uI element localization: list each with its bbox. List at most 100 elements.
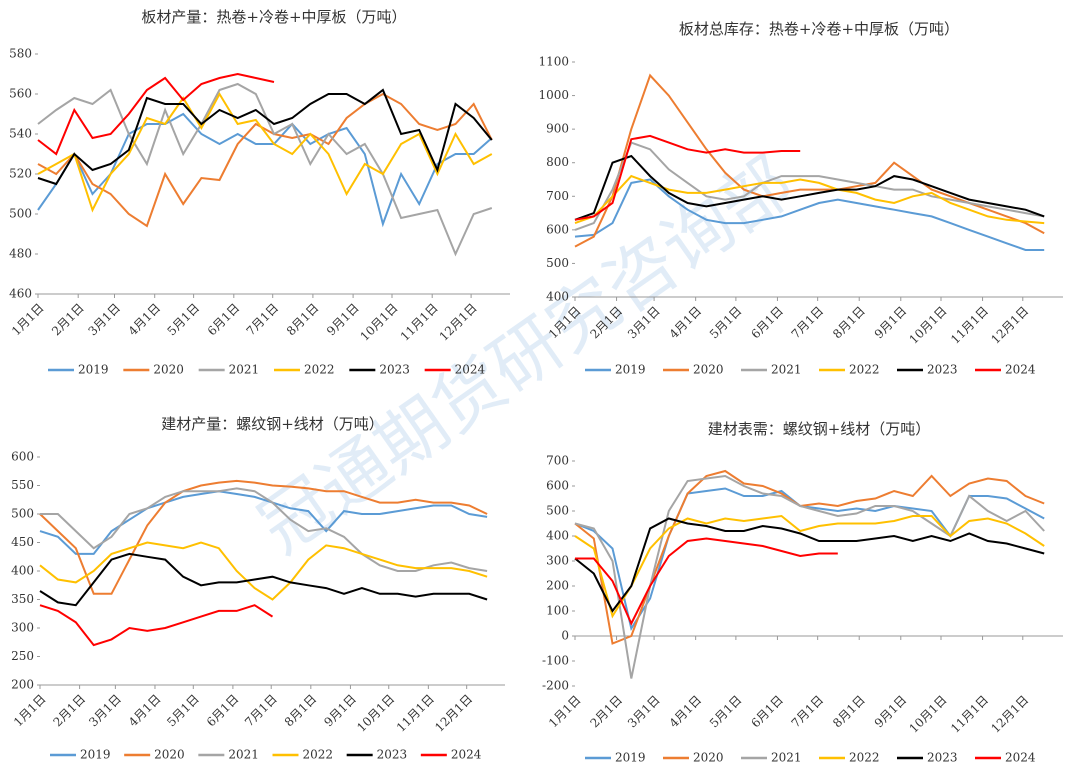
x-tick-label: 8月1日 [282,692,320,730]
series-line [39,552,488,607]
y-tick-label: 800 [546,155,569,169]
series-line [37,82,493,257]
x-tick-label: 10月1日 [354,692,397,735]
x-tick-label: 7月1日 [244,301,282,339]
series-line [575,537,838,626]
legend-label: 2020 [154,748,185,762]
series-line [39,541,488,601]
legend-label: 2024 [1005,363,1036,377]
series-line [574,178,1045,251]
x-tick-label: 9月1日 [324,301,362,339]
legend-label: 2023 [379,363,410,377]
x-tick-label: 4月1日 [667,304,705,342]
y-tick-label: 400 [546,290,569,304]
x-tick-label: 3月1日 [86,692,124,730]
legend-label: 2022 [849,363,880,377]
x-tick-label: 10月1日 [907,304,950,347]
watermark: 冠通期货研究咨询部 [245,141,808,570]
x-tick-label: 5月1日 [165,301,203,339]
x-tick-label: 10月1日 [358,301,401,344]
series-line [37,72,275,156]
y-tick-label: 300 [11,621,34,635]
y-tick-label: 100 [546,604,569,618]
x-tick-label: 3月1日 [625,693,663,731]
x-tick-label: 6月1日 [748,304,786,342]
y-tick-label: 600 [11,450,34,464]
legend-label: 2022 [849,751,880,765]
x-tick-label: 2月1日 [51,692,89,730]
chart-title: 板材产量：热卷+冷卷+中厚板（万吨） [141,8,406,26]
x-tick-label: 5月1日 [707,304,745,342]
x-tick-label: 7月1日 [242,692,280,730]
x-tick-label: 10月1日 [907,693,950,736]
legend-label: 2020 [693,751,724,765]
x-tick-label: 11月1日 [398,301,441,344]
x-tick-label: 7月1日 [789,693,827,731]
y-tick-label: 700 [546,454,569,468]
x-tick-label: 7月1日 [789,304,827,342]
x-tick-label: 3月1日 [85,301,123,339]
legend-label: 2024 [451,748,482,762]
x-tick-label: 2月1日 [587,693,625,731]
series-line [574,174,1045,225]
x-tick-label: 1月1日 [9,301,47,339]
y-tick-label: 580 [9,47,32,61]
series-line [574,469,1045,645]
x-tick-label: 6月1日 [204,692,242,730]
y-tick-label: -100 [542,654,569,668]
y-tick-label: 540 [9,127,32,141]
x-tick-label: 6月1日 [205,301,243,339]
y-tick-label: 350 [11,592,34,606]
series-line [574,134,801,221]
x-tick-label: 8月1日 [830,693,868,731]
x-tick-label: 12月1日 [988,693,1031,736]
y-tick-label: 460 [9,287,32,301]
x-tick-label: 12月1日 [432,692,475,735]
y-tick-label: 900 [546,122,569,136]
chart-title: 建材产量：螺纹钢+线材（万吨） [161,415,384,433]
legend-label: 2024 [455,363,486,377]
series-line [574,514,1045,619]
y-tick-label: 600 [546,222,569,236]
x-tick-label: 1月1日 [546,693,584,731]
series-line [39,604,274,647]
y-tick-label: 1000 [538,88,569,102]
x-tick-label: 12月1日 [437,301,480,344]
series-line [574,517,1045,613]
series-line [574,474,1045,679]
x-tick-label: 4月1日 [126,692,164,730]
x-tick-label: 5月1日 [164,692,202,730]
y-tick-label: 500 [546,504,569,518]
legend-label: 2022 [304,363,335,377]
x-tick-label: 11月1日 [948,304,991,347]
series-line [37,92,493,228]
legend-label: 2024 [1005,751,1036,765]
legend-label: 2019 [615,751,646,765]
y-tick-label: 400 [546,529,569,543]
y-tick-label: -200 [542,679,569,693]
series-line [37,112,493,228]
x-tick-label: 8月1日 [284,301,322,339]
y-tick-label: 700 [546,189,569,203]
y-tick-label: 500 [11,507,34,521]
y-tick-label: 520 [9,167,32,181]
legend-label: 2021 [771,363,802,377]
y-tick-label: 500 [9,207,32,221]
x-tick-label: 4月1日 [667,693,705,731]
chart-title: 板材总库存：热卷+冷卷+中厚板（万吨） [679,20,959,38]
series-line [574,141,1045,231]
y-tick-label: 550 [11,478,34,492]
y-tick-label: 560 [9,87,32,101]
legend-label: 2019 [615,363,646,377]
series-line [39,479,488,595]
series-line [37,91,493,213]
legend-label: 2021 [228,748,259,762]
legend-label: 2023 [927,363,958,377]
series-line [39,490,488,555]
y-tick-label: 400 [11,564,34,578]
series-line [37,88,493,186]
x-tick-label: 2月1日 [49,301,87,339]
y-tick-label: 0 [561,629,569,643]
y-tick-label: 200 [11,678,34,692]
